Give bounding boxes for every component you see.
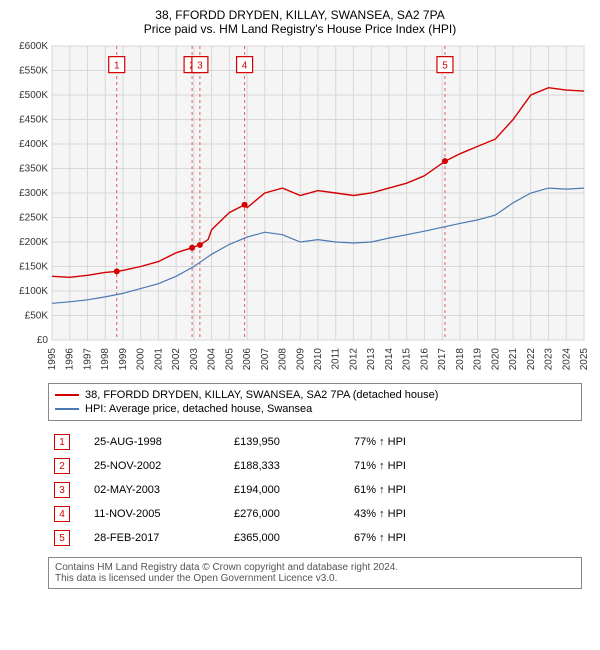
tx-price: £276,000 bbox=[230, 503, 348, 525]
svg-text:2013: 2013 bbox=[366, 348, 377, 370]
table-row: 4 11-NOV-2005£276,00043% ↑ HPI bbox=[50, 503, 410, 525]
table-row: 2 25-NOV-2002£188,33371% ↑ HPI bbox=[50, 455, 410, 477]
svg-text:£200K: £200K bbox=[19, 237, 48, 248]
table-row: 3 02-MAY-2003£194,00061% ↑ HPI bbox=[50, 479, 410, 501]
svg-text:1996: 1996 bbox=[65, 348, 76, 370]
svg-text:2002: 2002 bbox=[171, 348, 182, 370]
tx-price: £188,333 bbox=[230, 455, 348, 477]
marker-badge: 3 bbox=[54, 482, 70, 498]
svg-text:£400K: £400K bbox=[19, 139, 48, 150]
legend-label: HPI: Average price, detached house, Swan… bbox=[85, 403, 312, 415]
svg-text:2004: 2004 bbox=[207, 348, 218, 370]
svg-text:1997: 1997 bbox=[82, 348, 93, 370]
tx-date: 28-FEB-2017 bbox=[90, 527, 228, 549]
svg-text:3: 3 bbox=[197, 61, 203, 72]
page-title: 38, FFORDD DRYDEN, KILLAY, SWANSEA, SA2 … bbox=[8, 8, 592, 22]
tx-price: £139,950 bbox=[230, 431, 348, 453]
legend: 38, FFORDD DRYDEN, KILLAY, SWANSEA, SA2 … bbox=[48, 383, 582, 421]
table-row: 1 25-AUG-1998£139,95077% ↑ HPI bbox=[50, 431, 410, 453]
footer-line: Contains HM Land Registry data © Crown c… bbox=[55, 562, 575, 573]
svg-text:2022: 2022 bbox=[526, 348, 537, 370]
svg-text:2024: 2024 bbox=[561, 348, 572, 370]
table-row: 5 28-FEB-2017£365,00067% ↑ HPI bbox=[50, 527, 410, 549]
legend-label: 38, FFORDD DRYDEN, KILLAY, SWANSEA, SA2 … bbox=[85, 389, 438, 401]
marker-badge: 1 bbox=[54, 434, 70, 450]
tx-date: 02-MAY-2003 bbox=[90, 479, 228, 501]
svg-text:£50K: £50K bbox=[25, 311, 49, 322]
svg-text:2008: 2008 bbox=[278, 348, 289, 370]
svg-text:2023: 2023 bbox=[544, 348, 555, 370]
tx-delta: 61% ↑ HPI bbox=[350, 479, 410, 501]
tx-delta: 67% ↑ HPI bbox=[350, 527, 410, 549]
svg-text:2021: 2021 bbox=[508, 348, 519, 370]
tx-delta: 43% ↑ HPI bbox=[350, 503, 410, 525]
tx-date: 11-NOV-2005 bbox=[90, 503, 228, 525]
svg-text:£350K: £350K bbox=[19, 164, 48, 175]
svg-text:£450K: £450K bbox=[19, 115, 48, 126]
svg-text:1995: 1995 bbox=[47, 348, 58, 370]
tx-date: 25-AUG-1998 bbox=[90, 431, 228, 453]
svg-text:2001: 2001 bbox=[153, 348, 164, 370]
svg-text:2003: 2003 bbox=[189, 348, 200, 370]
svg-text:£500K: £500K bbox=[19, 90, 48, 101]
svg-text:2011: 2011 bbox=[331, 348, 342, 370]
svg-text:£0: £0 bbox=[37, 335, 49, 346]
svg-text:2019: 2019 bbox=[473, 348, 484, 370]
svg-text:2014: 2014 bbox=[384, 348, 395, 370]
svg-text:2006: 2006 bbox=[242, 348, 253, 370]
svg-text:£300K: £300K bbox=[19, 188, 48, 199]
svg-text:2018: 2018 bbox=[455, 348, 466, 370]
svg-text:2007: 2007 bbox=[260, 348, 271, 370]
tx-price: £365,000 bbox=[230, 527, 348, 549]
svg-text:4: 4 bbox=[242, 61, 248, 72]
tx-date: 25-NOV-2002 bbox=[90, 455, 228, 477]
footer-attribution: Contains HM Land Registry data © Crown c… bbox=[48, 557, 582, 589]
svg-text:2005: 2005 bbox=[224, 348, 235, 370]
tx-delta: 71% ↑ HPI bbox=[350, 455, 410, 477]
legend-swatch bbox=[55, 408, 79, 410]
svg-text:2009: 2009 bbox=[295, 348, 306, 370]
marker-badge: 2 bbox=[54, 458, 70, 474]
svg-text:£100K: £100K bbox=[19, 286, 48, 297]
svg-text:2000: 2000 bbox=[136, 348, 147, 370]
svg-text:2015: 2015 bbox=[402, 348, 413, 370]
svg-text:2020: 2020 bbox=[490, 348, 501, 370]
marker-badge: 4 bbox=[54, 506, 70, 522]
svg-text:1998: 1998 bbox=[100, 348, 111, 370]
svg-text:1999: 1999 bbox=[118, 348, 129, 370]
transactions-table: 1 25-AUG-1998£139,95077% ↑ HPI 2 25-NOV-200… bbox=[48, 429, 412, 551]
svg-text:2012: 2012 bbox=[348, 348, 359, 370]
svg-text:1: 1 bbox=[114, 61, 120, 72]
marker-badge: 5 bbox=[54, 530, 70, 546]
svg-text:2017: 2017 bbox=[437, 348, 448, 370]
svg-text:£150K: £150K bbox=[19, 262, 48, 273]
footer-line: This data is licensed under the Open Gov… bbox=[55, 573, 575, 584]
tx-price: £194,000 bbox=[230, 479, 348, 501]
price-chart: £0 £50K £100K £150K £200K £250K £300K £350K £400… bbox=[8, 40, 592, 375]
legend-row: HPI: Average price, detached house, Swan… bbox=[55, 402, 575, 416]
svg-text:£550K: £550K bbox=[19, 66, 48, 77]
svg-text:£600K: £600K bbox=[19, 41, 48, 52]
svg-text:2010: 2010 bbox=[313, 348, 324, 370]
tx-delta: 77% ↑ HPI bbox=[350, 431, 410, 453]
legend-swatch bbox=[55, 394, 79, 396]
svg-text:5: 5 bbox=[442, 61, 448, 72]
svg-text:£250K: £250K bbox=[19, 213, 48, 224]
svg-text:2025: 2025 bbox=[579, 348, 590, 370]
page-subtitle: Price paid vs. HM Land Registry's House … bbox=[8, 22, 592, 36]
svg-text:2016: 2016 bbox=[419, 348, 430, 370]
legend-row: 38, FFORDD DRYDEN, KILLAY, SWANSEA, SA2 … bbox=[55, 388, 575, 402]
